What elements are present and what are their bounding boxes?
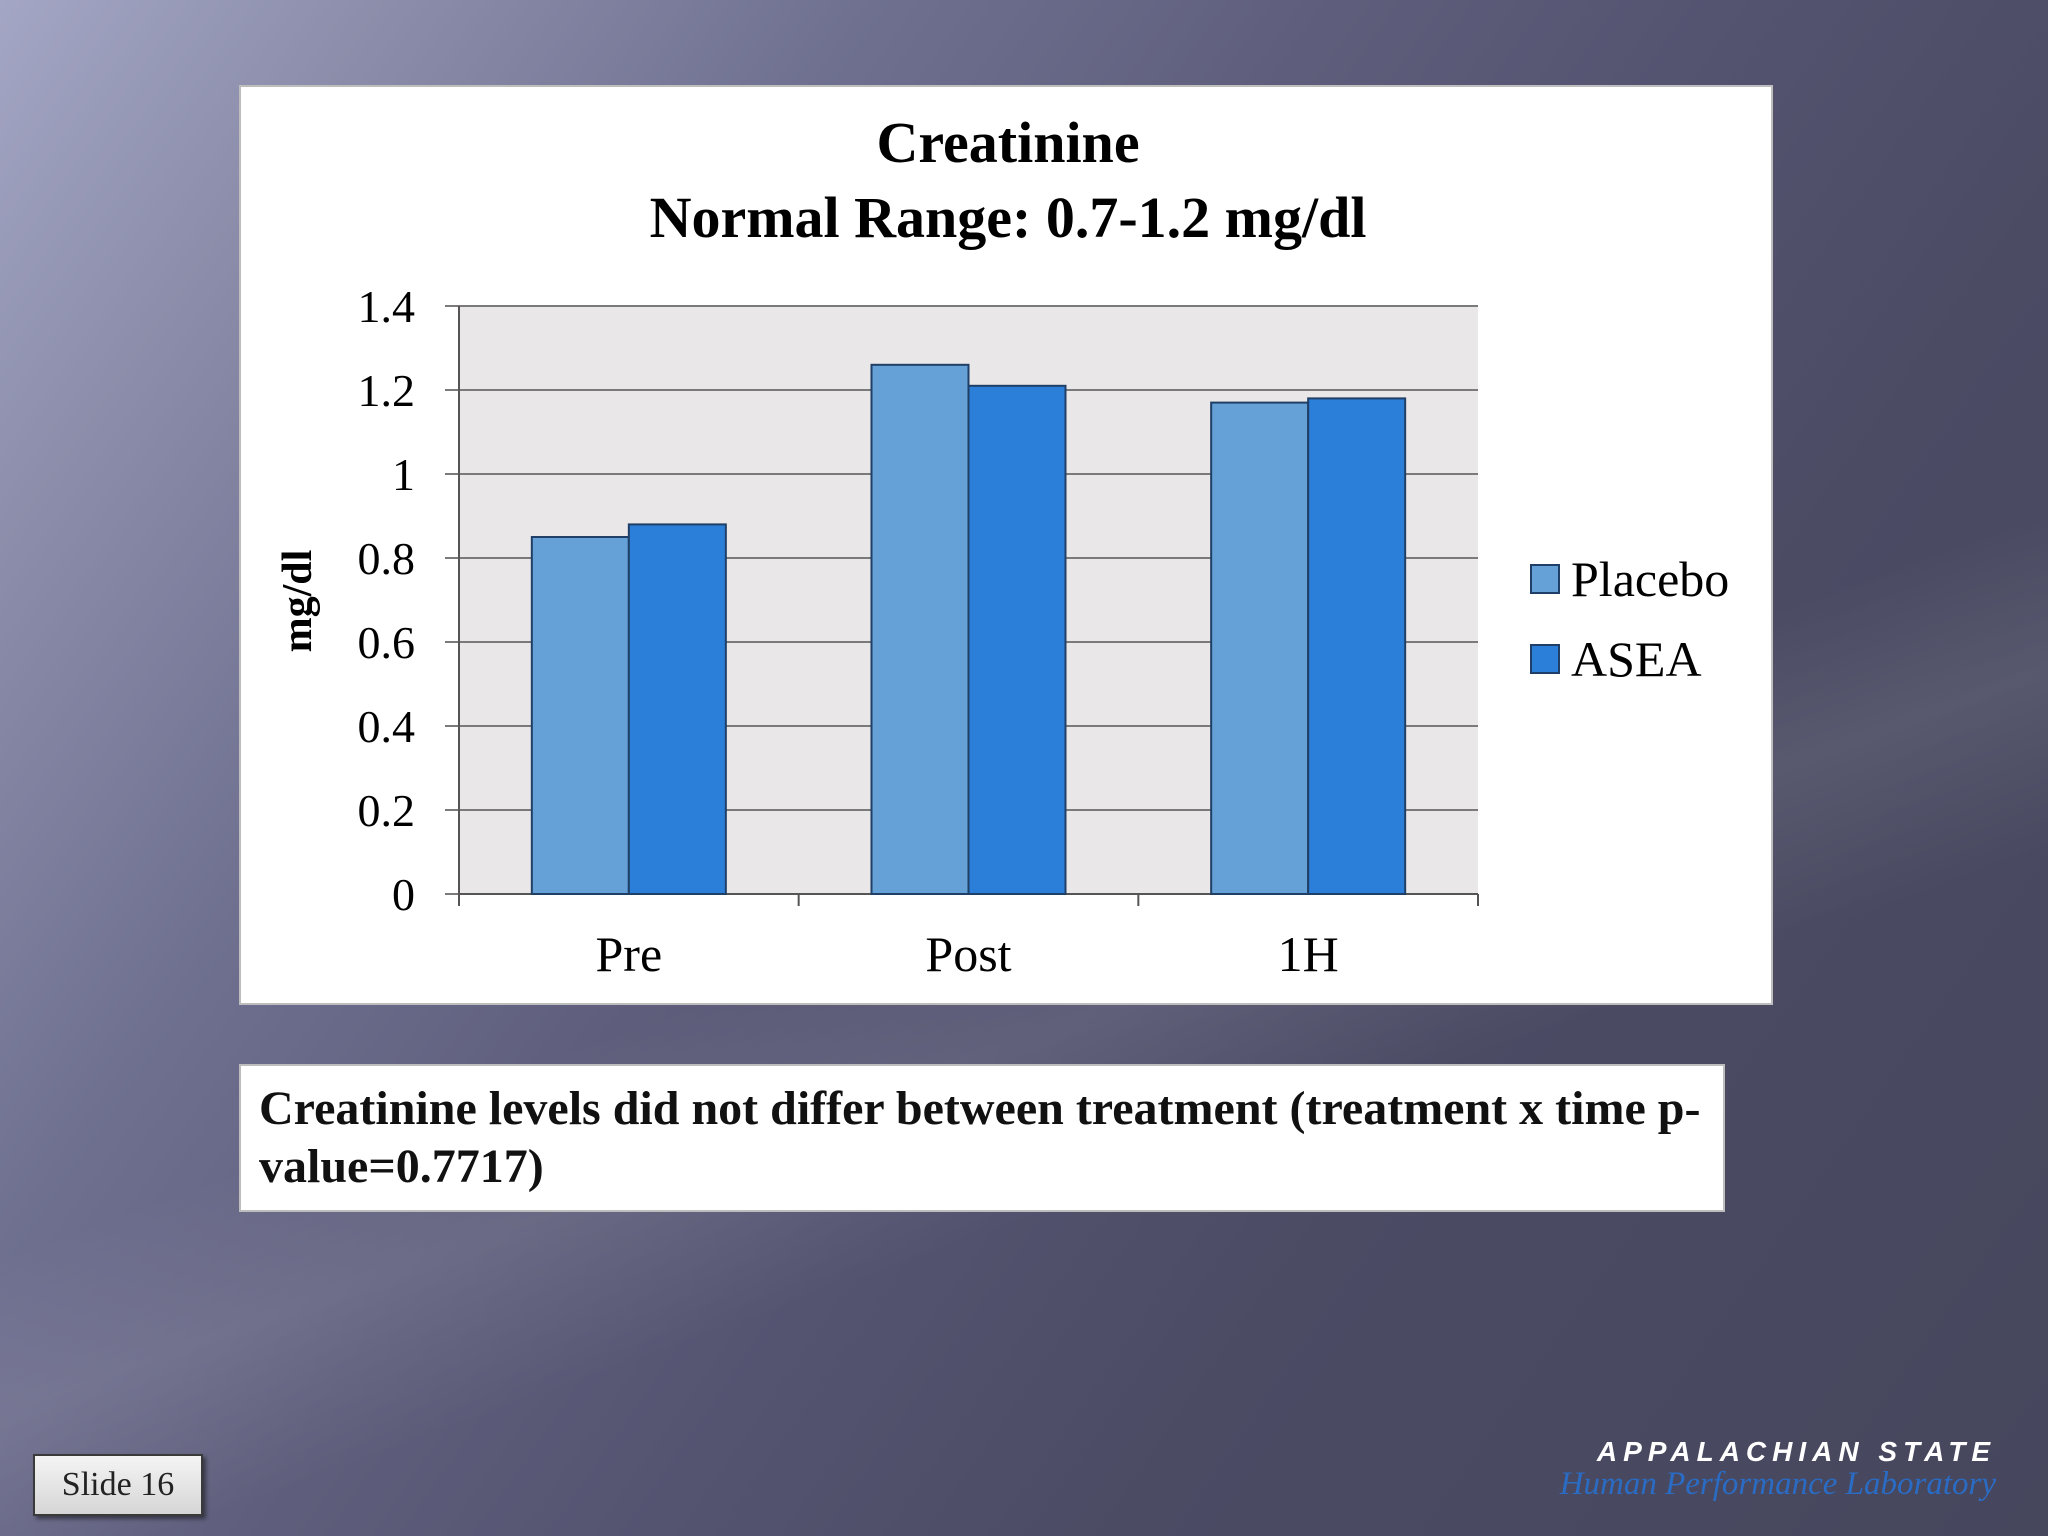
y-axis-label: mg/dl [275, 550, 321, 653]
bar-placebo-pre [530, 536, 630, 895]
y-tick-label: 1.4 [358, 281, 416, 332]
caption-box: Creatinine levels did not differ between… [239, 1064, 1725, 1212]
lab-name: Human Performance Laboratory [1559, 1466, 1996, 1502]
y-tick-label: 1.2 [358, 365, 416, 416]
bar-asea-pre [627, 523, 727, 895]
y-tick-label: 0.2 [358, 785, 416, 836]
chart-title: Creatinine [876, 110, 1139, 175]
legend-swatch-asea [1530, 644, 1560, 674]
y-tick-label: 1 [392, 449, 415, 500]
appalachian-state-logo: APPALACHIAN STATE [1596, 1436, 1996, 1467]
y-tick-label: 0 [392, 869, 415, 920]
legend-label-placebo: Placebo [1571, 551, 1729, 607]
legend-swatch-placebo [1530, 564, 1560, 594]
y-tick-label: 0.6 [358, 617, 416, 668]
chart-panel: Creatinine Normal Range: 0.7-1.2 mg/dl m… [239, 85, 1773, 1005]
y-tick-label: 0.4 [358, 701, 416, 752]
x-tick-label: Post [925, 926, 1011, 982]
x-tick-label: 1H [1278, 926, 1339, 982]
creatinine-bar-chart: Creatinine Normal Range: 0.7-1.2 mg/dl m… [275, 110, 1729, 982]
legend-label-asea: ASEA [1571, 631, 1702, 687]
caption-text: Creatinine levels did not differ between… [259, 1082, 1701, 1193]
bar-placebo-1h [1210, 401, 1310, 895]
slide-number-label: Slide 16 [61, 1466, 175, 1503]
chart-subtitle: Normal Range: 0.7-1.2 mg/dl [650, 185, 1367, 250]
x-tick-label: Pre [596, 926, 663, 982]
bar-asea-1h [1307, 397, 1407, 895]
slide-number-badge: Slide 16 [33, 1454, 203, 1516]
y-tick-label: 0.8 [358, 533, 416, 584]
bar-placebo-post [870, 363, 970, 895]
bar-asea-post [967, 384, 1067, 895]
